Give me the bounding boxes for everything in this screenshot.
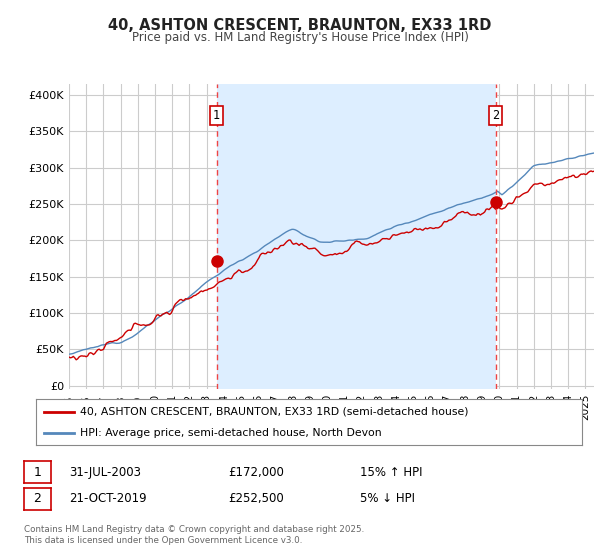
Text: 40, ASHTON CRESCENT, BRAUNTON, EX33 1RD: 40, ASHTON CRESCENT, BRAUNTON, EX33 1RD	[109, 18, 491, 33]
Text: 21-OCT-2019: 21-OCT-2019	[69, 492, 146, 506]
Text: 1: 1	[213, 109, 220, 122]
Text: Price paid vs. HM Land Registry's House Price Index (HPI): Price paid vs. HM Land Registry's House …	[131, 31, 469, 44]
Text: HPI: Average price, semi-detached house, North Devon: HPI: Average price, semi-detached house,…	[80, 428, 382, 438]
Text: 1: 1	[34, 465, 41, 479]
Text: £252,500: £252,500	[228, 492, 284, 506]
Text: 15% ↑ HPI: 15% ↑ HPI	[360, 465, 422, 479]
Text: 31-JUL-2003: 31-JUL-2003	[69, 465, 141, 479]
Bar	[217, 84, 496, 389]
Text: 2: 2	[493, 109, 499, 122]
Text: £172,000: £172,000	[228, 465, 284, 479]
Text: 2: 2	[34, 492, 41, 506]
Text: 5% ↓ HPI: 5% ↓ HPI	[360, 492, 415, 506]
Text: 40, ASHTON CRESCENT, BRAUNTON, EX33 1RD (semi-detached house): 40, ASHTON CRESCENT, BRAUNTON, EX33 1RD …	[80, 407, 468, 417]
Text: This data is licensed under the Open Government Licence v3.0.: This data is licensed under the Open Gov…	[24, 536, 302, 545]
Text: Contains HM Land Registry data © Crown copyright and database right 2025.: Contains HM Land Registry data © Crown c…	[24, 525, 364, 534]
